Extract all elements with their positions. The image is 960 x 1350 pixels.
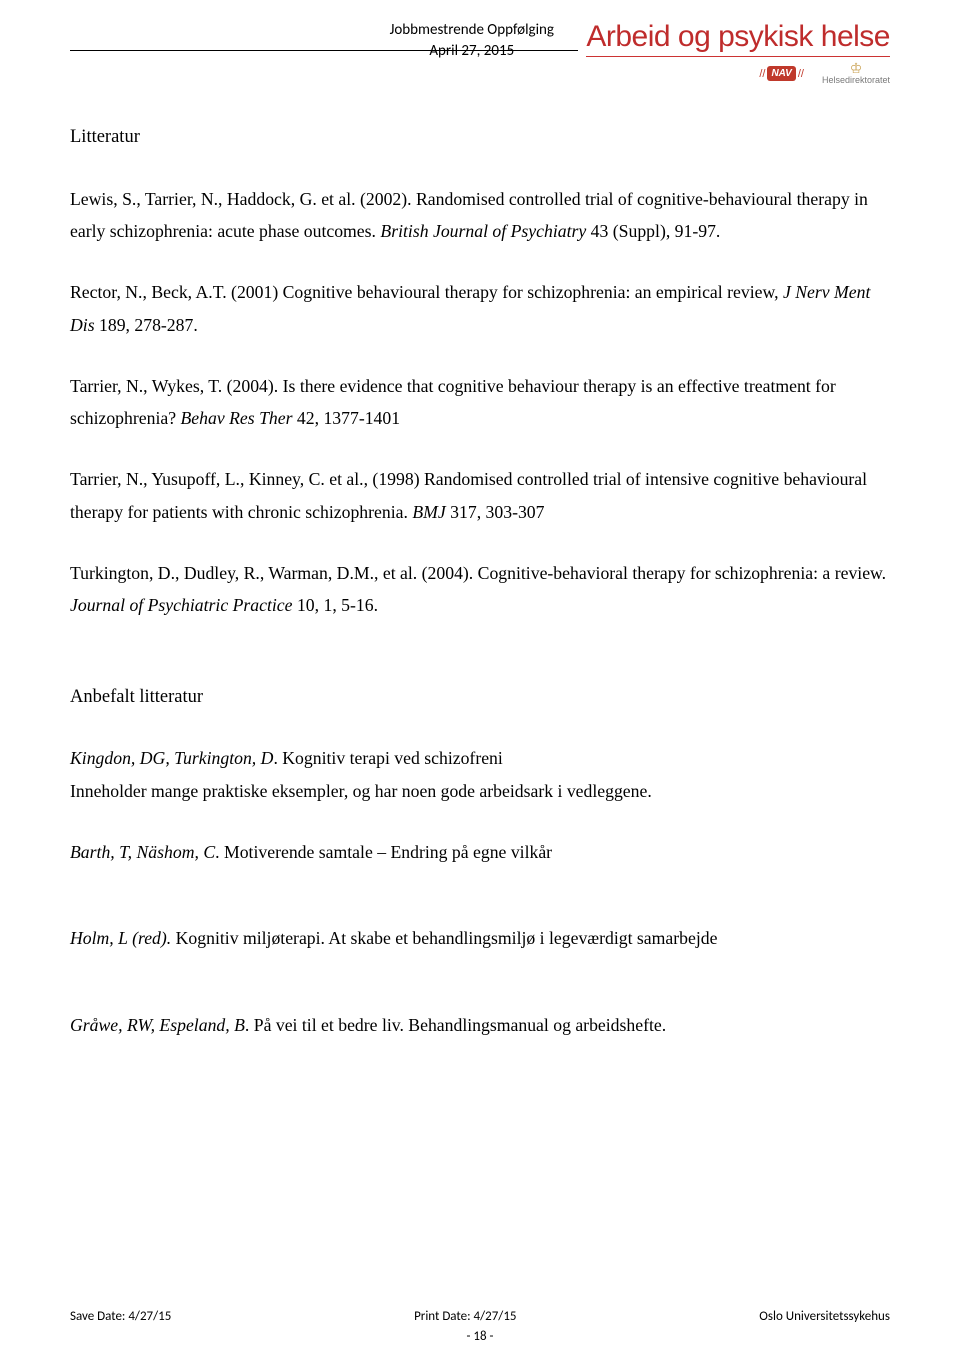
rec-author: Barth, T, Näshom, C — [70, 842, 215, 862]
rec-author: Gråwe, RW, Espeland, B — [70, 1015, 245, 1035]
reference-entry: Turkington, D., Dudley, R., Warman, D.M.… — [70, 557, 890, 623]
helse-text: Helsedirektoratet — [822, 75, 890, 85]
ref-journal: British Journal of Psychiatry — [380, 221, 586, 241]
ref-pages: 189, 278-287. — [95, 315, 198, 335]
nav-logo: // NAV // — [759, 66, 804, 81]
section-title-anbefalt: Anbefalt litteratur — [70, 680, 890, 714]
reference-entry: Tarrier, N., Wykes, T. (2004). Is there … — [70, 370, 890, 436]
ref-pages: 317, 303-307 — [446, 502, 545, 522]
header-date: April 27, 2015 — [390, 41, 554, 62]
recommended-entry: Kingdon, DG, Turkington, D. Kognitiv ter… — [70, 742, 890, 808]
recommended-entry: Gråwe, RW, Espeland, B. På vei til et be… — [70, 1009, 890, 1042]
rec-title: . Motiverende samtale – Endring på egne … — [215, 842, 552, 862]
nav-badge: NAV — [767, 66, 795, 81]
logo-row: // NAV // ♔ Helsedirektoratet — [586, 56, 890, 86]
rec-title: . Kognitiv terapi ved schizofreni — [273, 748, 502, 768]
document-body: Litteratur Lewis, S., Tarrier, N., Haddo… — [70, 120, 890, 1042]
nav-slash-icon: // — [759, 68, 765, 80]
header-title: Jobbmestrende Oppfølging — [390, 20, 554, 41]
ref-text: Rector, N., Beck, A.T. (2001) Cognitive … — [70, 282, 783, 302]
header-center: Jobbmestrende Oppfølging April 27, 2015 — [390, 20, 554, 62]
page-header: Jobbmestrende Oppfølging April 27, 2015 … — [70, 20, 890, 86]
page-number: - 18 - — [0, 1329, 960, 1344]
reference-entry: Tarrier, N., Yusupoff, L., Kinney, C. et… — [70, 463, 890, 529]
ref-pages: 43 (Suppl), 91-97. — [586, 221, 720, 241]
rec-author: Kingdon, DG, Turkington, D — [70, 748, 273, 768]
section-title-litteratur: Litteratur — [70, 120, 890, 154]
page-footer: Save Date: 4/27/15 Print Date: 4/27/15 O… — [70, 1309, 890, 1324]
footer-print-date: Print Date: 4/27/15 — [414, 1309, 516, 1324]
ref-pages: 10, 1, 5-16. — [293, 595, 378, 615]
ref-text: Turkington, D., Dudley, R., Warman, D.M.… — [70, 563, 886, 583]
rec-title: Kognitiv miljøterapi. At skabe et behand… — [171, 928, 717, 948]
recommended-entry: Barth, T, Näshom, C. Motiverende samtale… — [70, 836, 890, 869]
helse-crest-icon: ♔ — [850, 60, 863, 76]
ref-journal: Journal of Psychiatric Practice — [70, 595, 293, 615]
footer-save-date: Save Date: 4/27/15 — [70, 1309, 171, 1324]
ref-journal: BMJ — [412, 502, 445, 522]
recommended-entry: Holm, L (red). Kognitiv miljøterapi. At … — [70, 922, 890, 955]
footer-org: Oslo Universitetssykehus — [759, 1309, 890, 1324]
rec-desc: Inneholder mange praktiske eksempler, og… — [70, 781, 652, 801]
helsedirektoratet-logo: ♔ Helsedirektoratet — [822, 61, 890, 86]
header-right: Arbeid og psykisk helse // NAV // ♔ Hels… — [586, 20, 890, 86]
rec-author: Holm, L (red). — [70, 928, 171, 948]
nav-slash-icon: // — [798, 68, 804, 80]
reference-entry: Rector, N., Beck, A.T. (2001) Cognitive … — [70, 276, 890, 342]
brand-title: Arbeid og psykisk helse — [586, 20, 890, 54]
ref-pages: 42, 1377-1401 — [293, 408, 401, 428]
ref-journal: Behav Res Ther — [181, 408, 293, 428]
reference-entry: Lewis, S., Tarrier, N., Haddock, G. et a… — [70, 183, 890, 249]
rec-title: . På vei til et bedre liv. Behandlingsma… — [245, 1015, 666, 1035]
